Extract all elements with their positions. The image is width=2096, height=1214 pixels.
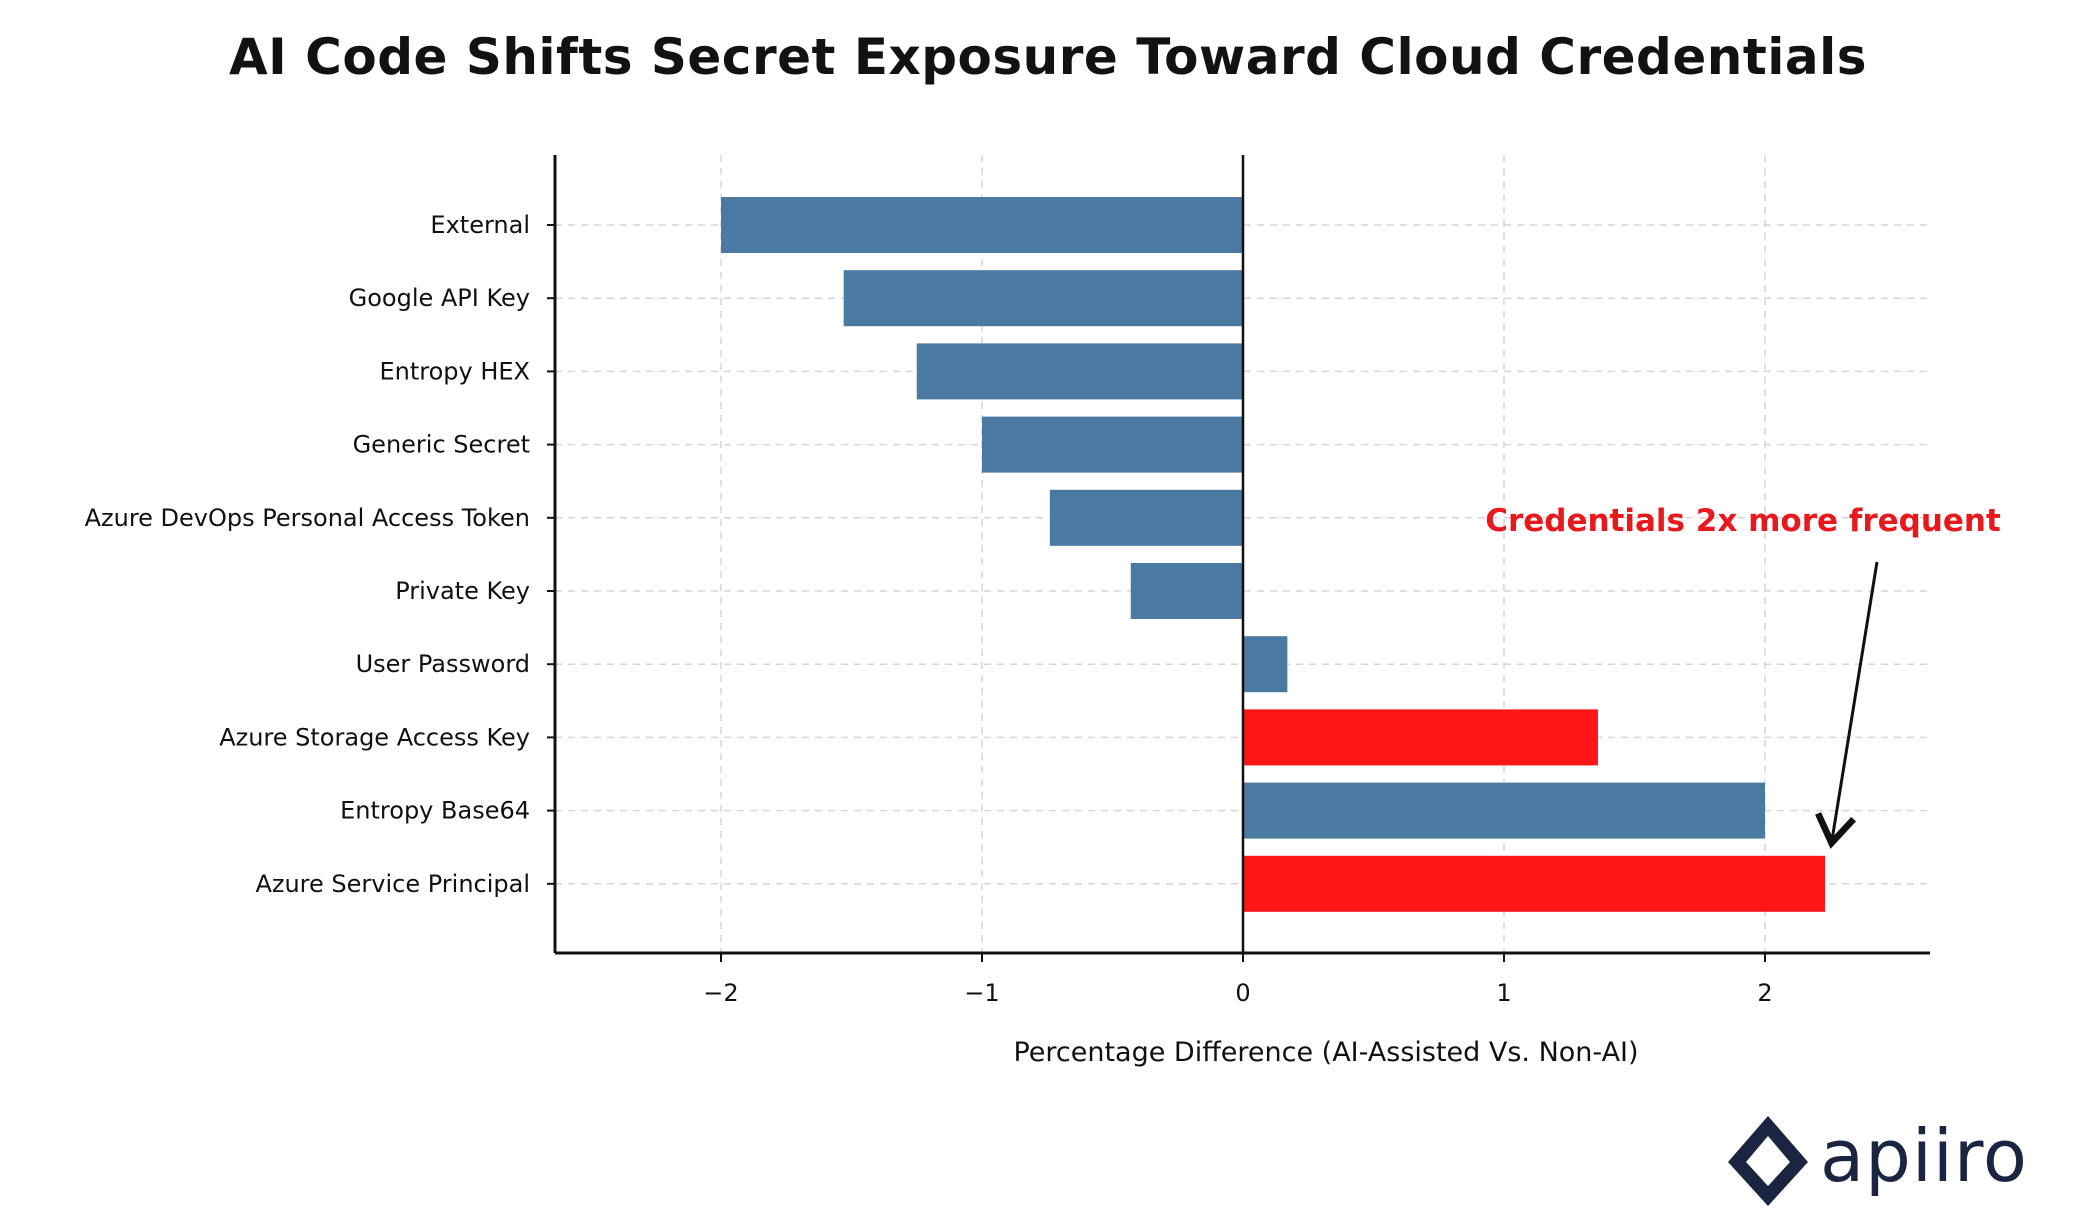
bar-0: [721, 197, 1243, 253]
category-label: User Password: [356, 650, 530, 678]
bar-6: [1243, 636, 1288, 693]
bar-1: [843, 270, 1243, 327]
category-label: Private Key: [395, 577, 530, 605]
diamond-logo-icon: [1728, 1116, 1808, 1206]
x-tick-label: 0: [1235, 979, 1250, 1007]
category-label: Google API Key: [349, 284, 530, 312]
logo-wordmark: apiiro: [1820, 1114, 2028, 1198]
labels: External Google API Key Entropy HEX Generic…: [85, 211, 1773, 1007]
bar-9: [1243, 855, 1826, 912]
x-tick-label: 2: [1757, 979, 1772, 1007]
annotation-text: Credentials 2x more frequent: [1485, 503, 2001, 539]
category-label: Entropy HEX: [379, 357, 530, 385]
category-label: Generic Secret: [353, 431, 530, 459]
category-label: Azure Service Principal: [255, 870, 530, 898]
bars: [721, 197, 1826, 912]
x-tick-label: 1: [1496, 979, 1511, 1007]
x-tick-label: −2: [703, 979, 738, 1007]
bar-2: [916, 343, 1243, 400]
annotation-arrow: [1815, 561, 1879, 849]
bar-5: [1130, 563, 1243, 619]
axes: [547, 155, 1930, 962]
x-axis-label: Percentage Difference (AI-Assisted Vs. N…: [1013, 1037, 1638, 1068]
bar-4: [1049, 489, 1243, 546]
bar-7: [1243, 709, 1598, 766]
category-label: External: [430, 211, 530, 239]
x-tick-label: −1: [964, 979, 999, 1007]
category-label: Azure Storage Access Key: [219, 723, 530, 751]
category-label: Azure DevOps Personal Access Token: [85, 504, 530, 532]
category-label: Entropy Base64: [340, 797, 530, 825]
chart-title: AI Code Shifts Secret Exposure Toward Cl…: [228, 28, 1868, 86]
apiiro-logo: apiiro: [1720, 1112, 2060, 1212]
bar-8: [1243, 782, 1765, 839]
bar-3: [982, 416, 1243, 473]
